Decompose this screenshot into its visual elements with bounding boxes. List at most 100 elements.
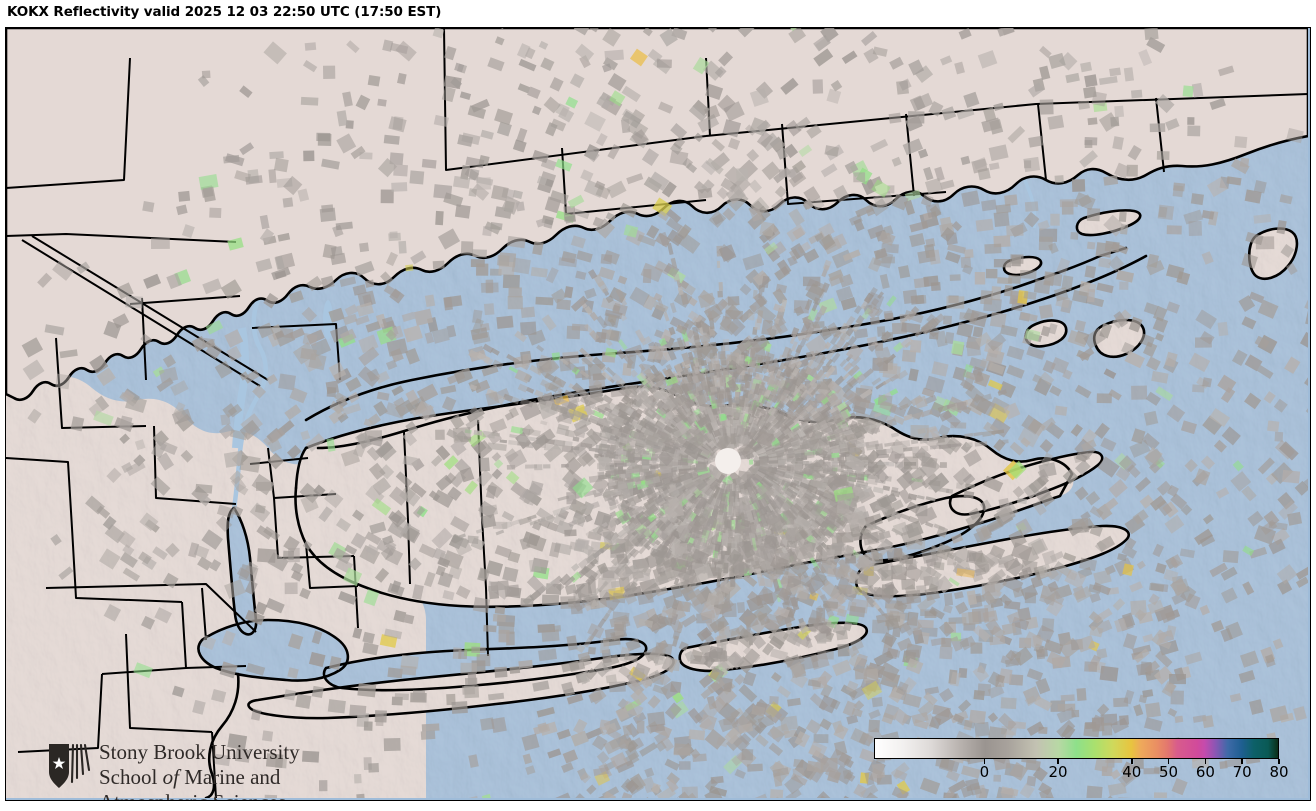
radar-echo-cell xyxy=(246,662,266,676)
radar-echo-cell xyxy=(424,294,436,308)
radar-echo-cell xyxy=(646,224,660,239)
radar-echo-cell xyxy=(1257,299,1279,319)
radar-echo-cell xyxy=(353,773,362,784)
radar-echo-cell xyxy=(717,94,736,113)
radar-echo-cell xyxy=(1039,438,1054,453)
radar-echo-cell xyxy=(785,119,802,137)
radar-echo-cell xyxy=(893,769,908,781)
radar-echo-cell xyxy=(570,235,586,249)
radar-echo-cell xyxy=(1062,468,1079,485)
radar-echo-cell xyxy=(399,665,417,676)
radar-echo-cell xyxy=(642,28,653,37)
radar-echo-cell xyxy=(481,793,493,798)
radar-echo-cell xyxy=(359,152,373,160)
radar-echo-cell xyxy=(1202,415,1223,435)
radar-echo-cell xyxy=(535,437,545,445)
radar-echo-cell xyxy=(1241,485,1257,502)
radar-echo-cell xyxy=(655,586,669,597)
radar-echo-cell xyxy=(943,592,954,606)
radar-echo-cell xyxy=(718,51,734,67)
radar-echo-cell xyxy=(1109,67,1121,77)
radar-echo-cell xyxy=(1199,604,1211,616)
radar-echo-cell xyxy=(1271,527,1290,546)
radar-echo-cell xyxy=(993,211,1010,227)
radar-echo-cell xyxy=(803,198,815,210)
radar-echo-cell xyxy=(522,753,533,765)
radar-echo-cell xyxy=(507,295,523,310)
radar-echo-cell xyxy=(172,685,185,698)
radar-echo-cell xyxy=(783,143,799,159)
radar-echo-cell xyxy=(205,319,224,335)
radar-echo-cell xyxy=(1238,670,1256,684)
radar-echo-cell xyxy=(960,155,971,166)
radar-map-canvas[interactable] xyxy=(6,28,1308,798)
radar-echo-cell xyxy=(476,263,489,276)
radar-map-frame[interactable]: 0 20 40 50 60 70 80 Stony Brook University Sch… xyxy=(5,27,1311,801)
radar-echo-cell xyxy=(1024,201,1039,212)
radar-echo-cell xyxy=(820,683,833,699)
radar-echo-cell xyxy=(473,379,491,394)
radar-echo-cell xyxy=(468,188,478,197)
radar-echo-cell xyxy=(909,232,926,248)
radar-echo-cell xyxy=(1158,206,1168,218)
radar-echo-cell xyxy=(550,118,567,132)
radar-echo-cell xyxy=(991,286,1002,301)
radar-echo-cell xyxy=(678,280,696,296)
radar-echo-cell xyxy=(607,446,615,453)
radar-echo-cell xyxy=(1244,189,1262,204)
radar-echo-cell xyxy=(615,455,626,460)
radar-echo-cell xyxy=(1034,486,1052,502)
radar-echo-cell xyxy=(882,647,901,658)
radar-echo-cell xyxy=(458,649,468,660)
radar-echo-cell xyxy=(421,723,440,732)
radar-echo-cell xyxy=(716,260,721,268)
radar-echo-cell xyxy=(903,199,915,216)
radar-echo-cell xyxy=(412,690,426,701)
radar-echo-cell xyxy=(329,656,342,671)
radar-echo-cell xyxy=(1201,210,1215,220)
radar-echo-cell xyxy=(491,452,502,462)
radar-echo-cell xyxy=(709,341,717,350)
radar-echo-cell xyxy=(356,302,374,317)
radar-echo-cell xyxy=(1221,426,1241,446)
radar-echo-cell xyxy=(103,603,122,622)
radar-echo-cell xyxy=(277,232,291,242)
radar-echo-cell xyxy=(1188,352,1211,373)
radar-echo-cell xyxy=(383,134,400,145)
radar-echo-cell xyxy=(420,730,436,740)
radar-echo-cell xyxy=(198,494,212,507)
radar-echo-cell xyxy=(1152,316,1169,333)
radar-echo-cell xyxy=(1184,458,1198,473)
radar-echo-cell xyxy=(494,545,512,559)
radar-echo-cell xyxy=(902,289,918,305)
radar-echo-cell xyxy=(867,466,875,472)
radar-echo-cell xyxy=(192,699,206,715)
radar-echo-cell xyxy=(984,243,1002,254)
radar-echo-cell xyxy=(461,132,481,145)
radar-echo-cell xyxy=(119,433,130,445)
radar-echo-cell xyxy=(1084,74,1098,88)
radar-echo-cell xyxy=(359,242,370,253)
radar-echo-cell xyxy=(958,667,968,679)
radar-echo-cell xyxy=(373,400,388,417)
radar-echo-cell xyxy=(162,354,177,368)
radar-echo-cell xyxy=(986,518,1003,532)
radar-echo-cell xyxy=(564,456,583,475)
radar-echo-cell xyxy=(1083,86,1097,99)
radar-echo-cell xyxy=(1220,387,1236,404)
radar-echo-cell xyxy=(227,733,248,750)
radar-echo-cell xyxy=(462,685,476,695)
radar-echo-cell xyxy=(1164,514,1185,534)
radar-echo-cell xyxy=(259,214,270,230)
radar-echo-cell xyxy=(1166,404,1186,423)
radar-echo-cell xyxy=(844,160,859,175)
radar-echo-cell xyxy=(1086,785,1103,798)
radar-echo-cell xyxy=(538,40,549,50)
radar-echo-cell xyxy=(898,265,911,279)
radar-echo-cell xyxy=(423,571,436,588)
radar-echo-cell xyxy=(389,152,404,166)
radar-echo-cell xyxy=(424,331,435,344)
radar-echo-cell xyxy=(106,467,122,483)
radar-echo-cell xyxy=(1149,123,1166,133)
radar-echo-cell xyxy=(525,464,538,469)
